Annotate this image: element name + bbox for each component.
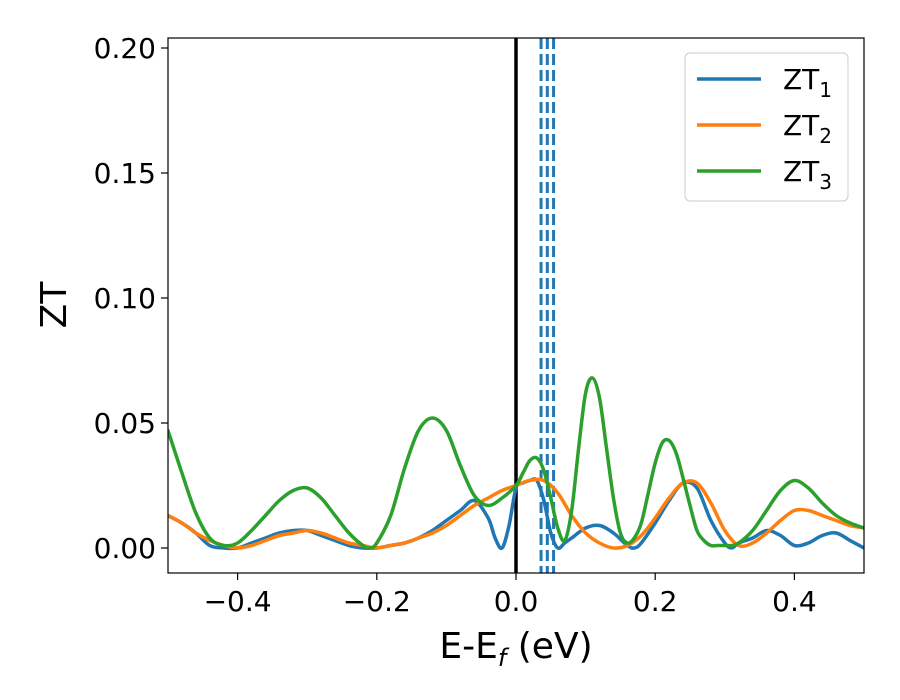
y-tick-label: 0.20 bbox=[94, 32, 156, 65]
y-tick-label: 0.15 bbox=[94, 157, 156, 190]
x-tick-label: 0.0 bbox=[494, 585, 539, 618]
legend-label-zt3: ZT3 bbox=[783, 155, 832, 194]
x-axis-label: E-Ef (eV) bbox=[439, 626, 592, 672]
x-tick-label: −0.4 bbox=[204, 585, 272, 618]
x-axis-ticks: −0.4 −0.2 0.0 0.2 0.4 bbox=[204, 573, 817, 618]
series-line-zt3 bbox=[168, 376, 864, 550]
y-tick-label: 0.10 bbox=[94, 282, 156, 315]
y-tick-label: 0.05 bbox=[94, 407, 156, 440]
legend-label-zt1: ZT1 bbox=[783, 63, 832, 102]
x-tick-label: −0.2 bbox=[343, 585, 411, 618]
series-lines bbox=[168, 376, 864, 551]
legend: ZT1 ZT2 ZT3 bbox=[684, 52, 849, 202]
y-tick-label: 0.00 bbox=[94, 532, 156, 565]
x-tick-label: 0.2 bbox=[633, 585, 678, 618]
x-tick-label: 0.4 bbox=[772, 585, 817, 618]
plot-area bbox=[168, 38, 864, 573]
y-axis-ticks: 0.00 0.05 0.10 0.15 0.20 bbox=[94, 32, 168, 565]
y-axis-label: ZT bbox=[34, 281, 75, 329]
legend-box bbox=[684, 52, 849, 202]
legend-label-zt2: ZT2 bbox=[783, 109, 832, 148]
